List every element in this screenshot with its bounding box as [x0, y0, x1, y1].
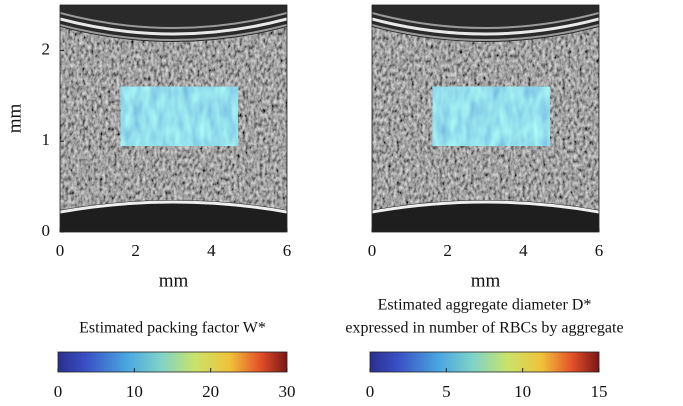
lower-echo — [60, 200, 287, 214]
axes-frame — [371, 4, 600, 233]
x-axis-label: mm — [471, 270, 501, 291]
wall-echo — [60, 17, 287, 36]
x-tick-label: 4 — [207, 241, 216, 260]
wall-echo — [372, 17, 599, 36]
colorbar-tick-label: 10 — [126, 382, 143, 401]
colorbar-label: expressed in number of RBCs by aggregate — [345, 320, 623, 337]
ultrasound-image — [60, 5, 287, 232]
x-axis-label: mm — [159, 270, 189, 291]
x-tick-label: 4 — [519, 241, 528, 260]
upper-wall — [60, 5, 287, 42]
colorbar-tick-label: 0 — [54, 382, 63, 401]
x-tick-label: 0 — [368, 241, 377, 260]
colorbar-tick-label: 0 — [366, 382, 375, 401]
x-tick-label: 2 — [443, 241, 452, 260]
colorbar-tick-label: 30 — [279, 382, 296, 401]
colorbar-label: Estimated aggregate diameter D* — [378, 297, 592, 314]
colorbar-tick-label: 5 — [442, 382, 451, 401]
lower-echo — [372, 200, 599, 214]
lower-wall — [372, 200, 599, 232]
colorbar-tick-label: 10 — [514, 382, 531, 401]
x-tick-label: 6 — [283, 241, 292, 260]
colorbar-tick-label: 15 — [591, 382, 608, 401]
colorbar — [369, 351, 600, 373]
wall-echo — [372, 12, 599, 29]
wall-echo — [60, 12, 287, 29]
y-tick-label: 0 — [42, 221, 51, 240]
x-tick-label: 0 — [56, 241, 65, 260]
wall-echo — [60, 24, 287, 41]
wall-echo — [372, 24, 599, 41]
upper-wall — [372, 5, 599, 42]
roi — [432, 86, 550, 146]
colorbar-tick-label: 20 — [202, 382, 219, 401]
axes-frame — [59, 4, 288, 233]
y-tick-label: 1 — [42, 130, 51, 149]
colorbar — [57, 351, 288, 373]
x-tick-label: 2 — [131, 241, 140, 260]
ultrasound-image — [372, 5, 599, 232]
y-axis-label: mm — [4, 104, 25, 134]
lower-wall — [60, 200, 287, 232]
roi — [120, 86, 238, 146]
colorbar-label: Estimated packing factor W* — [79, 320, 266, 337]
y-tick-label: 2 — [42, 39, 51, 58]
x-tick-label: 6 — [595, 241, 604, 260]
